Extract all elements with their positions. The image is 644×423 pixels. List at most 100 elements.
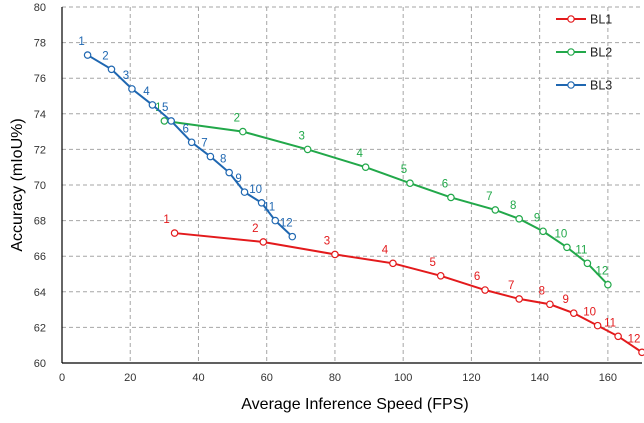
point-label: 8 (510, 200, 516, 212)
data-point (539, 227, 547, 236)
point-label: 4 (382, 244, 389, 256)
y-tick-label: 70 (34, 180, 46, 192)
point-label: 9 (235, 173, 241, 185)
data-point (515, 295, 523, 303)
y-tick-label: 68 (34, 216, 46, 228)
point-label: 6 (474, 271, 480, 283)
point-label: 4 (356, 148, 363, 160)
point-label: 8 (220, 154, 226, 166)
axes (61, 7, 642, 364)
data-point (288, 232, 297, 241)
point-label: 4 (143, 86, 150, 98)
point-label: 9 (563, 294, 569, 306)
data-point (389, 259, 397, 268)
data-point (170, 229, 179, 237)
point-label: 12 (595, 266, 608, 278)
point-label: 2 (102, 50, 108, 62)
data-point (187, 138, 196, 147)
data-point (614, 332, 622, 341)
data-point (160, 117, 169, 125)
series-line (174, 232, 643, 354)
data-point (225, 168, 233, 177)
data-point (569, 309, 578, 317)
y-tick-label: 76 (34, 73, 46, 85)
data-point (638, 348, 644, 357)
data-point (515, 215, 523, 223)
data-point (271, 216, 280, 225)
point-label: 11 (604, 317, 616, 329)
legend-label: BL1 (590, 13, 612, 27)
point-label: 12 (628, 333, 641, 345)
y-tick-label: 78 (34, 38, 46, 50)
legend-marker (567, 81, 575, 89)
data-point (83, 51, 92, 59)
data-point (563, 243, 571, 252)
data-point (240, 188, 249, 196)
point-label: 2 (234, 113, 240, 125)
x-tick-label: 140 (530, 372, 548, 384)
data-point (257, 199, 266, 207)
x-tick-labels: 0 20 40 60 80 100 120 140 160 (59, 372, 617, 384)
point-label: 1 (155, 102, 161, 114)
data-point (604, 280, 612, 289)
x-tick-label: 0 (59, 372, 65, 384)
y-tick-label: 80 (34, 2, 46, 14)
point-label: 3 (298, 130, 304, 142)
data-point (206, 152, 215, 161)
x-tick-label: 100 (394, 372, 412, 384)
data-point (148, 101, 157, 109)
point-label: 12 (280, 218, 293, 230)
point-label: 5 (162, 102, 168, 114)
y-axis-title: Accuracy (mIoU%) (9, 118, 26, 251)
data-point (491, 206, 500, 214)
series-line (164, 119, 609, 286)
y-tick-label: 60 (34, 358, 46, 370)
y-tick-label: 62 (34, 322, 46, 334)
point-label: 10 (249, 184, 262, 196)
point-label: 9 (534, 212, 540, 224)
point-label: 10 (555, 228, 568, 240)
x-tick-label: 160 (599, 372, 617, 384)
point-label: 1 (78, 36, 84, 48)
legend-item-bl3: BL3 (556, 79, 612, 93)
data-point (583, 259, 592, 268)
point-label: 11 (263, 202, 275, 214)
point-label: 1 (163, 214, 169, 226)
legend-marker (567, 15, 575, 23)
y-tick-label: 74 (34, 109, 46, 121)
data-point (259, 238, 268, 246)
data-point (447, 193, 455, 202)
legend: BL1 BL2 BL3 (556, 13, 612, 93)
point-label: 7 (508, 280, 514, 292)
y-tick-label: 66 (34, 251, 46, 263)
data-point (481, 286, 489, 294)
data-point (239, 127, 247, 136)
series-line (87, 54, 293, 238)
x-tick-label: 60 (261, 372, 273, 384)
data-point (406, 179, 414, 188)
data-point (546, 300, 554, 309)
data-point (128, 85, 136, 93)
data-point (167, 117, 175, 125)
legend-item-bl1: BL1 (556, 13, 612, 27)
y-tick-label: 72 (34, 144, 46, 156)
legend-label: BL2 (590, 46, 612, 60)
point-label: 5 (430, 257, 436, 269)
x-tick-label: 120 (462, 372, 480, 384)
x-axis-title: Average Inference Speed (FPS) (241, 396, 468, 413)
y-tick-label: 64 (34, 287, 46, 299)
data-point (303, 145, 312, 154)
x-tick-label: 80 (329, 372, 341, 384)
x-tick-label: 40 (192, 372, 204, 384)
point-label: 10 (583, 307, 596, 319)
point-label: 8 (539, 285, 545, 297)
legend-marker (567, 48, 575, 56)
point-label: 3 (123, 70, 129, 82)
grid-lines (62, 6, 642, 363)
data-point (436, 271, 445, 280)
